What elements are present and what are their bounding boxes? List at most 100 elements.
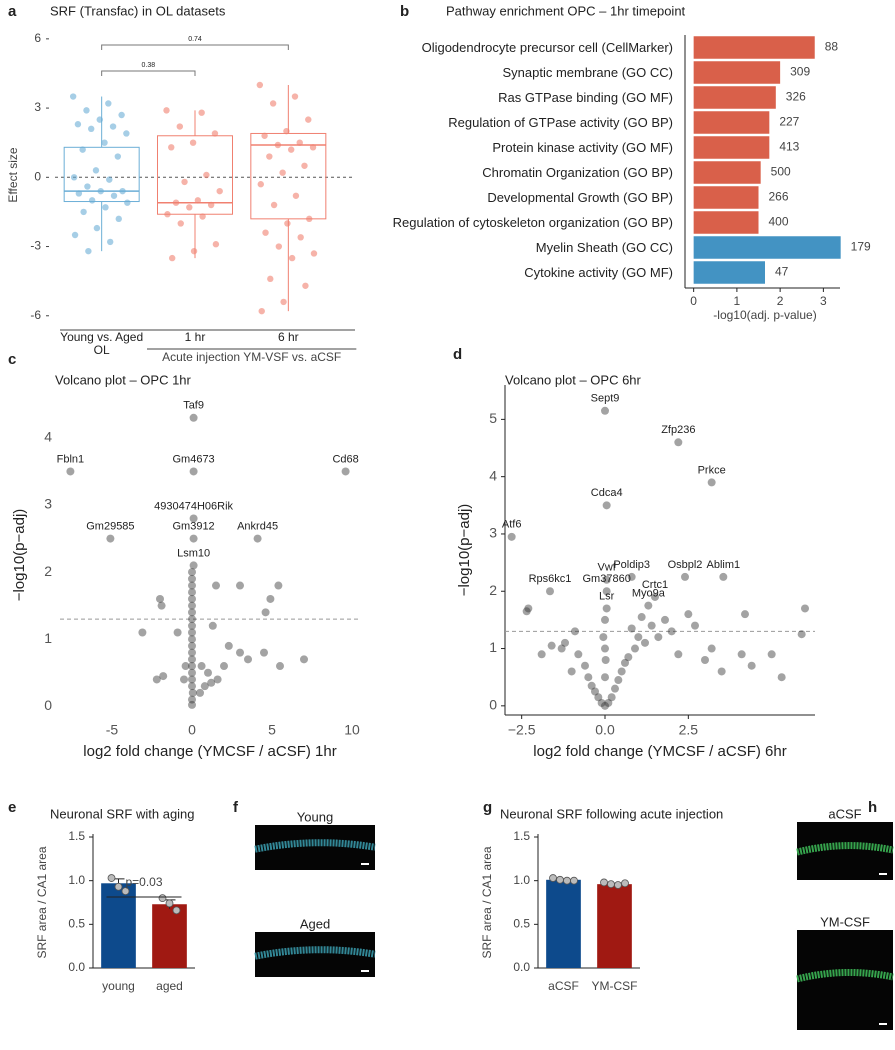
- tissue-band: [254, 946, 376, 960]
- point: [627, 624, 636, 633]
- point: [602, 501, 611, 510]
- point: [556, 875, 564, 884]
- point: [110, 192, 118, 199]
- category-label: Cytokine activity (GO MF): [524, 265, 673, 280]
- point: [266, 594, 275, 603]
- point: [291, 93, 299, 100]
- point: [188, 675, 196, 684]
- y-tick-label: 3: [44, 496, 52, 512]
- point: [561, 638, 569, 647]
- image-label: aCSF: [828, 806, 861, 821]
- point: [614, 676, 623, 685]
- y-tick-label: 3: [34, 100, 41, 114]
- point: [621, 658, 629, 667]
- y-tick-label: 5: [489, 410, 497, 426]
- category-label: Developmental Growth (GO BP): [487, 190, 673, 205]
- label-box: Regulation of GTPase activity (GO BP): [448, 115, 673, 130]
- point: [624, 653, 633, 662]
- point: [599, 633, 608, 642]
- point: [194, 197, 202, 204]
- point: [524, 604, 533, 613]
- x-axis-label: log2 fold change (YMCSF / aCSF) 6hr: [533, 743, 786, 760]
- point: [188, 568, 196, 577]
- category-label: Protein kinase activity (GO MF): [492, 140, 673, 155]
- point: [309, 144, 317, 151]
- point: [288, 254, 296, 262]
- point: [637, 613, 646, 622]
- category-label: Regulation of cytoskeleton organization …: [392, 215, 673, 230]
- point: [107, 874, 116, 882]
- y-tick-label: 1.5: [68, 829, 85, 843]
- point: [654, 633, 663, 642]
- x-tick-label: YM-CSF: [592, 979, 638, 993]
- point: [200, 682, 209, 691]
- point: [275, 243, 283, 250]
- y-tick-label: 0.0: [513, 960, 530, 974]
- point-label: Vwf: [597, 562, 616, 574]
- point: [165, 899, 174, 908]
- point: [674, 438, 683, 447]
- point: [188, 608, 196, 617]
- chart-title: Pathway enrichment OPC – 1hr timepoint: [446, 3, 686, 18]
- point: [647, 621, 656, 630]
- point: [581, 661, 589, 670]
- point: [719, 572, 728, 581]
- point: [106, 534, 115, 543]
- point: [85, 247, 92, 255]
- point: [261, 132, 268, 139]
- point: [602, 604, 611, 613]
- point: [301, 162, 308, 169]
- y-tick-label: 4: [44, 429, 52, 445]
- point: [114, 882, 123, 891]
- bar: [693, 111, 770, 134]
- x-tick-label: 2.5: [679, 722, 699, 738]
- point: [79, 146, 86, 153]
- y-tick-label: 1.5: [513, 829, 530, 843]
- point: [270, 201, 278, 209]
- x-tick-label: -5: [106, 722, 119, 738]
- point: [741, 610, 749, 619]
- point: [177, 220, 184, 227]
- point: [707, 644, 716, 653]
- point: [188, 655, 196, 664]
- category-label: Regulation of GTPase activity (GO BP): [448, 115, 673, 130]
- point: [600, 878, 608, 887]
- label-box: Oligodendrocyte precursor cell (CellMark…: [422, 41, 673, 54]
- point: [190, 247, 198, 255]
- point: [188, 621, 196, 630]
- point: [557, 644, 566, 653]
- point: [157, 601, 166, 610]
- point-label: Osbpl2: [668, 559, 703, 571]
- point: [546, 587, 554, 596]
- bar: [101, 883, 136, 968]
- panel-letter: b: [400, 3, 409, 20]
- x-tick-label: 2: [777, 294, 784, 308]
- label-box: Chromatin Organization (GO BP): [482, 166, 673, 179]
- chart-title: Volcano plot – OPC 6hr: [505, 372, 642, 387]
- y-tick-label: 0.5: [68, 917, 85, 931]
- point: [224, 641, 233, 650]
- point: [189, 467, 198, 476]
- point: [717, 667, 726, 676]
- panel-letter: e: [8, 799, 16, 816]
- y-tick-label: -6: [30, 308, 41, 322]
- point: [262, 229, 269, 236]
- point: [188, 668, 196, 677]
- point: [189, 514, 198, 523]
- point: [681, 572, 689, 581]
- bar: [693, 36, 815, 59]
- point: [180, 675, 188, 684]
- micrograph: [797, 930, 893, 1030]
- point: [188, 700, 196, 709]
- point: [284, 220, 291, 227]
- point: [181, 662, 190, 671]
- point: [280, 298, 287, 306]
- point: [107, 238, 114, 246]
- point: [256, 81, 264, 89]
- bar: [152, 904, 187, 968]
- x-tick-label: 5: [268, 722, 276, 738]
- point: [163, 107, 170, 114]
- point: [297, 234, 304, 241]
- point: [587, 681, 596, 690]
